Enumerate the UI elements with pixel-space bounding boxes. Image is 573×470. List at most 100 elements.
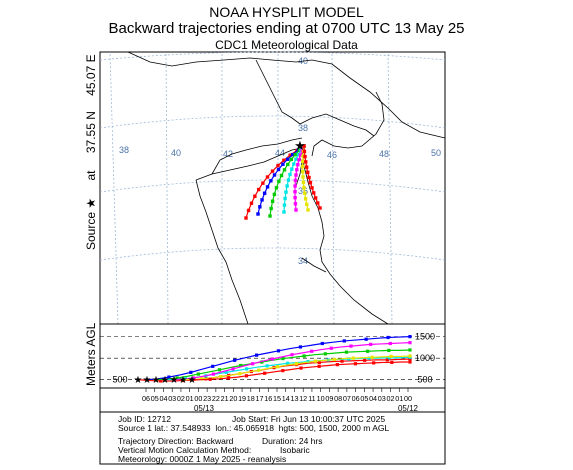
height-point: [251, 362, 255, 366]
source-star-height: ★: [161, 375, 170, 386]
height-point: [367, 356, 371, 360]
trajectory-point: [246, 208, 251, 213]
trajectory-point: [301, 175, 305, 179]
height-point: [192, 376, 196, 380]
height-point: [366, 349, 370, 353]
source-star-height: ★: [188, 375, 197, 386]
height-point: [257, 368, 261, 372]
height-point: [265, 364, 269, 368]
trajectory-point: [312, 191, 316, 195]
trajectory-point: [304, 165, 309, 169]
time-axis: 06 05 04 03 02 01 00 23 22 21 20 19 18 17 16 15 14 13 12 11…: [99, 387, 446, 413]
trajectory-point: [244, 216, 248, 220]
lat-label: 38: [298, 123, 308, 133]
height-point: [320, 341, 324, 346]
x-tick-label: 06: [352, 394, 360, 403]
trajectory-point: [249, 201, 254, 205]
trajectory-point: [306, 208, 310, 212]
trajectory-point: [298, 153, 303, 157]
date-label-start: 05/13: [194, 404, 215, 413]
x-tick-label: 04: [159, 394, 167, 403]
height-point: [353, 362, 358, 366]
height-point: [349, 344, 353, 348]
trajectory-point: [291, 152, 295, 157]
height-point: [226, 376, 230, 380]
height-point: [351, 356, 355, 360]
trajectory-point: [290, 167, 294, 171]
height-point: [245, 367, 249, 371]
x-tick-label: 02: [387, 394, 395, 403]
height-point: [323, 352, 327, 356]
trajectory-point: [303, 154, 307, 159]
x-tick-label: 17: [256, 394, 264, 403]
height-point: [364, 337, 368, 341]
trajectory-point: [260, 198, 264, 202]
x-tick-label: 00: [194, 394, 202, 403]
trajectory-point: [297, 158, 301, 162]
data-source: CDC1 Meteorological Data: [215, 38, 358, 52]
height-point: [285, 361, 290, 365]
duration: Duration: 24 hrs: [262, 436, 323, 446]
x-tick-label: 03: [378, 394, 386, 403]
x-tick-label: 04: [369, 394, 377, 403]
trajectory-point: [296, 162, 300, 167]
trajectory-point: [270, 199, 275, 203]
source-star-height: ★: [152, 375, 161, 386]
x-tick-label: 22: [212, 394, 220, 403]
height-point: [332, 357, 336, 362]
x-ticks: 06 05 04 03 02 01 00 23 22 21 20 19 18 17 16 15 14 13 12 11…: [142, 388, 412, 403]
trajectory-point: [301, 169, 305, 174]
height-point: [342, 339, 346, 343]
parallel-line: [99, 51, 446, 61]
height-point: [385, 358, 389, 362]
start-height-label: 500: [112, 375, 127, 385]
parallel-line: [99, 115, 446, 129]
height-point: [231, 367, 235, 371]
source-star-height: ★: [134, 375, 143, 386]
x-tick-label: 21: [221, 394, 229, 403]
trajectory-point: [294, 173, 298, 177]
trajectory-point: [269, 206, 273, 211]
ytick-label: 500: [417, 375, 432, 385]
x-tick-label: 09: [325, 394, 333, 403]
source-star-height: ★: [143, 375, 152, 386]
height-point: [372, 361, 376, 365]
vertical-motion-label: Vertical Motion Calculation Method:: [118, 445, 252, 455]
height-point: [302, 354, 306, 358]
trajectory-point: [276, 163, 280, 168]
trajectory-point: [293, 184, 297, 188]
height-point: [238, 372, 242, 376]
height-point: [167, 375, 171, 379]
trajectory-point: [265, 185, 270, 189]
height-point: [408, 354, 412, 358]
height-point: [310, 349, 314, 353]
trajectory-point: [256, 187, 261, 192]
ytick-labels: 500 1000 1500 500: [112, 332, 435, 385]
trajectory-point: [295, 168, 299, 172]
height-point: [224, 370, 228, 374]
trajectory-point: [285, 157, 290, 161]
lon-label: 40: [171, 148, 181, 158]
trajectory-point: [253, 194, 257, 198]
height-point: [281, 356, 285, 361]
trajectory-point: [270, 169, 275, 173]
height-point: [298, 345, 303, 349]
trajectory-point: [285, 184, 289, 188]
trajectory-point: [303, 191, 307, 195]
height-point: [254, 353, 259, 357]
height-point: [211, 364, 215, 368]
height-point: [408, 335, 412, 339]
height-point: [219, 375, 223, 379]
trajectory-point: [274, 186, 279, 190]
trajectory-point: [282, 168, 287, 172]
lon-label: 50: [431, 148, 441, 158]
x-tick-label: 23: [203, 394, 211, 403]
trajectory-point: [294, 157, 298, 161]
meridian-line: [387, 51, 393, 325]
trajectory-point: [288, 172, 292, 177]
trajectory-point: [293, 152, 297, 157]
trajectory-point: [301, 159, 305, 163]
